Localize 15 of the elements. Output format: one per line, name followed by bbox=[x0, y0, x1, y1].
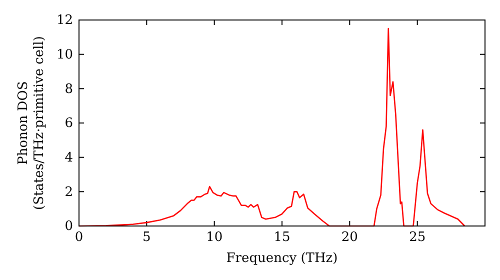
x-axis-title: Frequency (THz) bbox=[226, 251, 338, 266]
y-tick-label: 2 bbox=[64, 184, 73, 200]
y-tick-label: 10 bbox=[56, 47, 73, 62]
y-tick-label: 8 bbox=[64, 82, 73, 97]
y-axis-title: Phonon DOS (States/THz·primitive cell) bbox=[16, 36, 47, 210]
x-tick-label: 20 bbox=[341, 230, 358, 246]
y-tick-label: 6 bbox=[64, 116, 73, 132]
x-tick-label: 5 bbox=[142, 230, 151, 246]
y-tick-label: 12 bbox=[56, 13, 73, 28]
x-tick-label: 25 bbox=[409, 230, 426, 246]
x-tick-label: 15 bbox=[274, 230, 290, 246]
y-tick-label: 4 bbox=[64, 150, 73, 166]
x-tick-label: 10 bbox=[206, 230, 223, 246]
y-tick-label: 0 bbox=[64, 219, 73, 234]
x-tick-label: 0 bbox=[74, 230, 84, 246]
